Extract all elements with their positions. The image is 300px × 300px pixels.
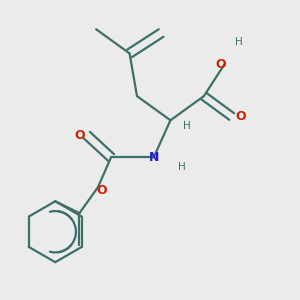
Text: N: N <box>148 151 159 164</box>
Text: O: O <box>74 129 85 142</box>
Text: H: H <box>183 121 191 131</box>
Text: H: H <box>178 162 185 172</box>
Text: H: H <box>235 37 243 47</box>
Text: O: O <box>96 184 107 197</box>
Text: O: O <box>215 58 226 71</box>
Text: O: O <box>236 110 246 123</box>
